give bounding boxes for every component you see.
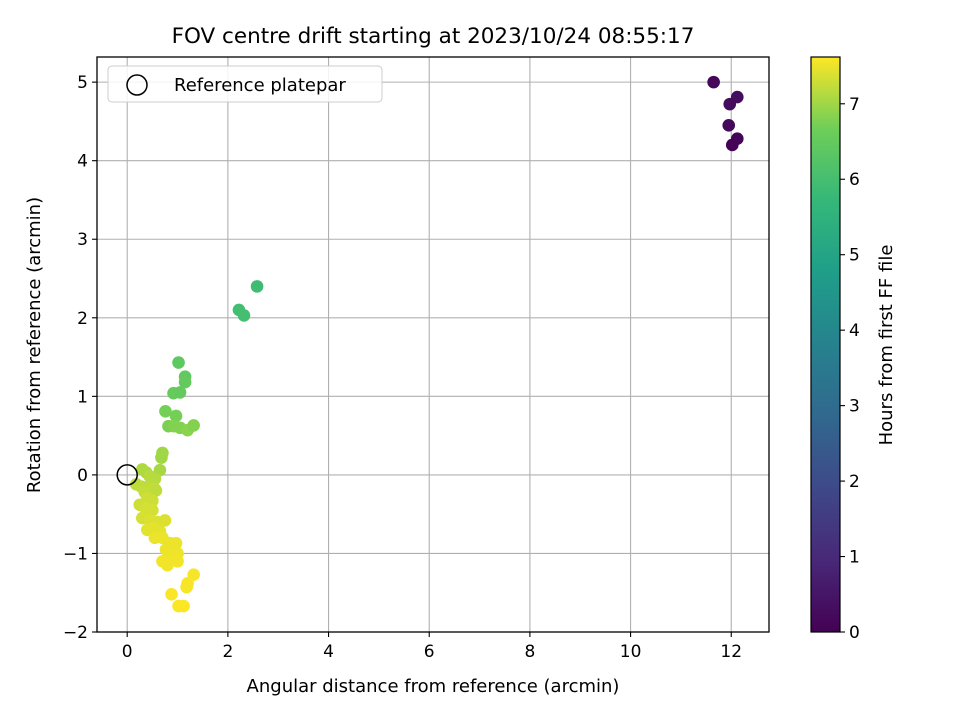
colorbar-tick-label: 5: [849, 246, 860, 266]
data-point: [723, 97, 737, 111]
x-tick-label: 0: [122, 642, 133, 662]
data-point: [187, 568, 200, 581]
data-points: [129, 75, 744, 613]
data-point: [178, 375, 192, 389]
data-point: [172, 356, 185, 369]
data-point: [250, 280, 264, 293]
data-point: [722, 119, 736, 132]
colorbar-tick-label: 6: [849, 170, 860, 190]
data-point: [169, 409, 183, 423]
x-tick-label: 4: [323, 642, 334, 662]
legend-reference-marker: [126, 74, 148, 96]
x-tick-label: 6: [424, 642, 435, 662]
data-point: [180, 580, 193, 594]
colorbar-tick-label: 7: [849, 95, 860, 115]
reference-marker-group: [116, 464, 138, 486]
data-point: [725, 138, 739, 152]
data-point: [146, 503, 159, 517]
data-point: [155, 451, 168, 464]
y-tick-label: 2: [77, 309, 88, 329]
colorbar-tick-label: 2: [849, 472, 860, 492]
data-point: [149, 484, 163, 497]
data-point: [165, 587, 178, 601]
colorbar: [810, 56, 841, 633]
chart-title: FOV centre drift starting at 2023/10/24 …: [172, 24, 695, 49]
y-tick-label: −2: [63, 623, 88, 643]
colorbar-tick-label: 0: [849, 623, 860, 643]
colorbar-ticks: 0 1 2 3 4 5 6 7: [840, 95, 860, 643]
y-tick-label: 1: [77, 387, 88, 407]
data-point: [158, 514, 172, 527]
y-tick-label: 0: [77, 466, 88, 486]
colorbar-tick-label: 4: [849, 321, 860, 341]
x-tick-label: 12: [720, 642, 742, 662]
data-point: [177, 599, 190, 613]
x-tick-label: 8: [524, 642, 535, 662]
colorbar-label: Hours from first FF file: [876, 245, 897, 446]
y-tick-label: 5: [77, 73, 88, 93]
data-point: [187, 419, 200, 432]
x-tick-label: 2: [222, 642, 233, 662]
data-point: [173, 386, 187, 399]
y-axis-label: Rotation from reference (arcmin): [24, 197, 45, 493]
data-point: [159, 404, 172, 418]
legend-entry-reference: Reference platepar: [174, 75, 346, 96]
colorbar-tick-label: 3: [849, 397, 860, 417]
y-tick-label: −1: [63, 544, 88, 564]
plot-frame: [96, 56, 770, 633]
legend-box: [107, 65, 383, 103]
y-tick-label: 3: [77, 230, 88, 250]
reference-platepar-marker: [116, 464, 138, 486]
data-point: [171, 555, 184, 568]
colorbar-tick-label: 1: [849, 548, 860, 568]
x-axis-ticks: 0 2 4 6 8 10 12: [122, 632, 742, 662]
data-point: [237, 309, 251, 322]
y-axis-ticks: −2 −1 0 1 2 3 4 5: [63, 73, 97, 643]
x-axis-label: Angular distance from reference (arcmin): [247, 676, 620, 697]
grid-lines: [97, 57, 769, 633]
y-tick-label: 4: [77, 152, 88, 172]
data-point: [707, 75, 720, 89]
x-tick-label: 10: [620, 642, 642, 662]
legend: Reference platepar: [107, 65, 383, 103]
data-point: [161, 558, 174, 572]
